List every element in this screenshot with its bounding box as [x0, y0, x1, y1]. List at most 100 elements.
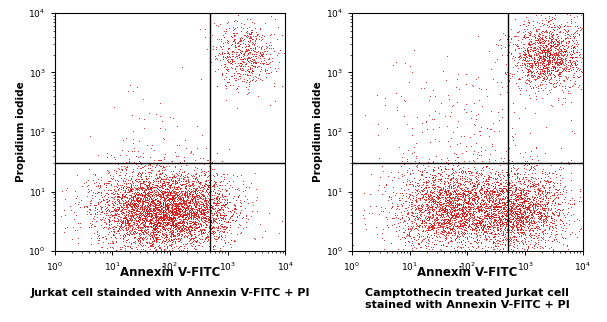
- Point: [503, 217, 512, 222]
- Point: [266, 14, 276, 19]
- Point: [220, 175, 229, 180]
- Point: [421, 198, 431, 203]
- Point: [535, 63, 544, 68]
- Point: [427, 205, 436, 210]
- Point: [183, 199, 192, 204]
- Point: [219, 200, 229, 205]
- Point: [540, 51, 550, 56]
- Point: [206, 178, 215, 184]
- Point: [475, 187, 485, 192]
- Point: [120, 223, 130, 228]
- Point: [445, 217, 455, 222]
- Point: [455, 177, 464, 182]
- Point: [508, 249, 518, 254]
- Point: [415, 169, 425, 174]
- Point: [529, 210, 538, 215]
- Point: [457, 223, 467, 229]
- Point: [188, 193, 197, 198]
- Point: [133, 197, 143, 203]
- Point: [166, 230, 175, 235]
- Point: [191, 216, 201, 221]
- Point: [141, 219, 151, 224]
- Point: [482, 221, 492, 226]
- Point: [527, 201, 537, 206]
- Point: [118, 202, 128, 207]
- Point: [462, 175, 472, 180]
- Point: [446, 211, 456, 216]
- Point: [157, 186, 166, 191]
- Point: [539, 66, 549, 71]
- Point: [471, 174, 481, 179]
- Point: [129, 159, 138, 165]
- Point: [191, 246, 200, 251]
- Point: [507, 27, 517, 32]
- Point: [111, 209, 121, 214]
- Point: [129, 192, 139, 197]
- Point: [504, 78, 514, 83]
- Point: [520, 205, 529, 211]
- Point: [527, 42, 537, 47]
- Point: [534, 193, 543, 198]
- Point: [524, 220, 534, 225]
- Point: [578, 213, 588, 218]
- Point: [394, 197, 404, 202]
- Point: [532, 49, 542, 54]
- Point: [515, 188, 524, 193]
- Point: [129, 207, 138, 213]
- Point: [148, 183, 157, 188]
- Point: [140, 213, 150, 218]
- Point: [572, 30, 582, 35]
- Point: [546, 52, 556, 57]
- Point: [447, 198, 457, 203]
- Point: [210, 249, 220, 254]
- Point: [144, 202, 154, 207]
- Point: [158, 194, 168, 199]
- Point: [251, 37, 260, 43]
- Point: [512, 229, 522, 234]
- Point: [567, 55, 577, 60]
- Point: [417, 248, 427, 253]
- Point: [507, 226, 517, 232]
- Point: [121, 213, 131, 218]
- Point: [114, 166, 123, 171]
- Point: [466, 200, 475, 205]
- Point: [515, 206, 524, 211]
- Point: [126, 232, 136, 237]
- Point: [559, 24, 569, 29]
- Point: [177, 220, 186, 225]
- Point: [532, 163, 541, 168]
- Point: [151, 222, 161, 227]
- Point: [538, 196, 548, 201]
- Point: [181, 201, 191, 206]
- Point: [114, 193, 124, 198]
- Point: [517, 224, 526, 230]
- Point: [251, 33, 261, 38]
- Point: [162, 222, 172, 227]
- Point: [165, 200, 175, 205]
- Point: [472, 181, 481, 186]
- Point: [565, 59, 575, 64]
- Point: [488, 200, 498, 205]
- Point: [80, 204, 89, 209]
- Point: [568, 47, 578, 52]
- Point: [565, 85, 574, 90]
- Point: [447, 226, 457, 232]
- Point: [387, 201, 397, 206]
- Point: [367, 172, 376, 177]
- Point: [146, 242, 156, 248]
- Point: [217, 50, 227, 55]
- Point: [511, 193, 521, 198]
- Point: [529, 211, 539, 216]
- Point: [552, 31, 561, 36]
- Point: [237, 56, 246, 62]
- Point: [141, 195, 151, 201]
- Point: [138, 249, 148, 254]
- Point: [558, 90, 568, 95]
- Point: [572, 50, 582, 55]
- Point: [520, 52, 530, 57]
- Point: [142, 211, 152, 216]
- Point: [550, 45, 560, 50]
- Point: [407, 125, 417, 130]
- Point: [110, 201, 120, 206]
- Point: [224, 178, 234, 184]
